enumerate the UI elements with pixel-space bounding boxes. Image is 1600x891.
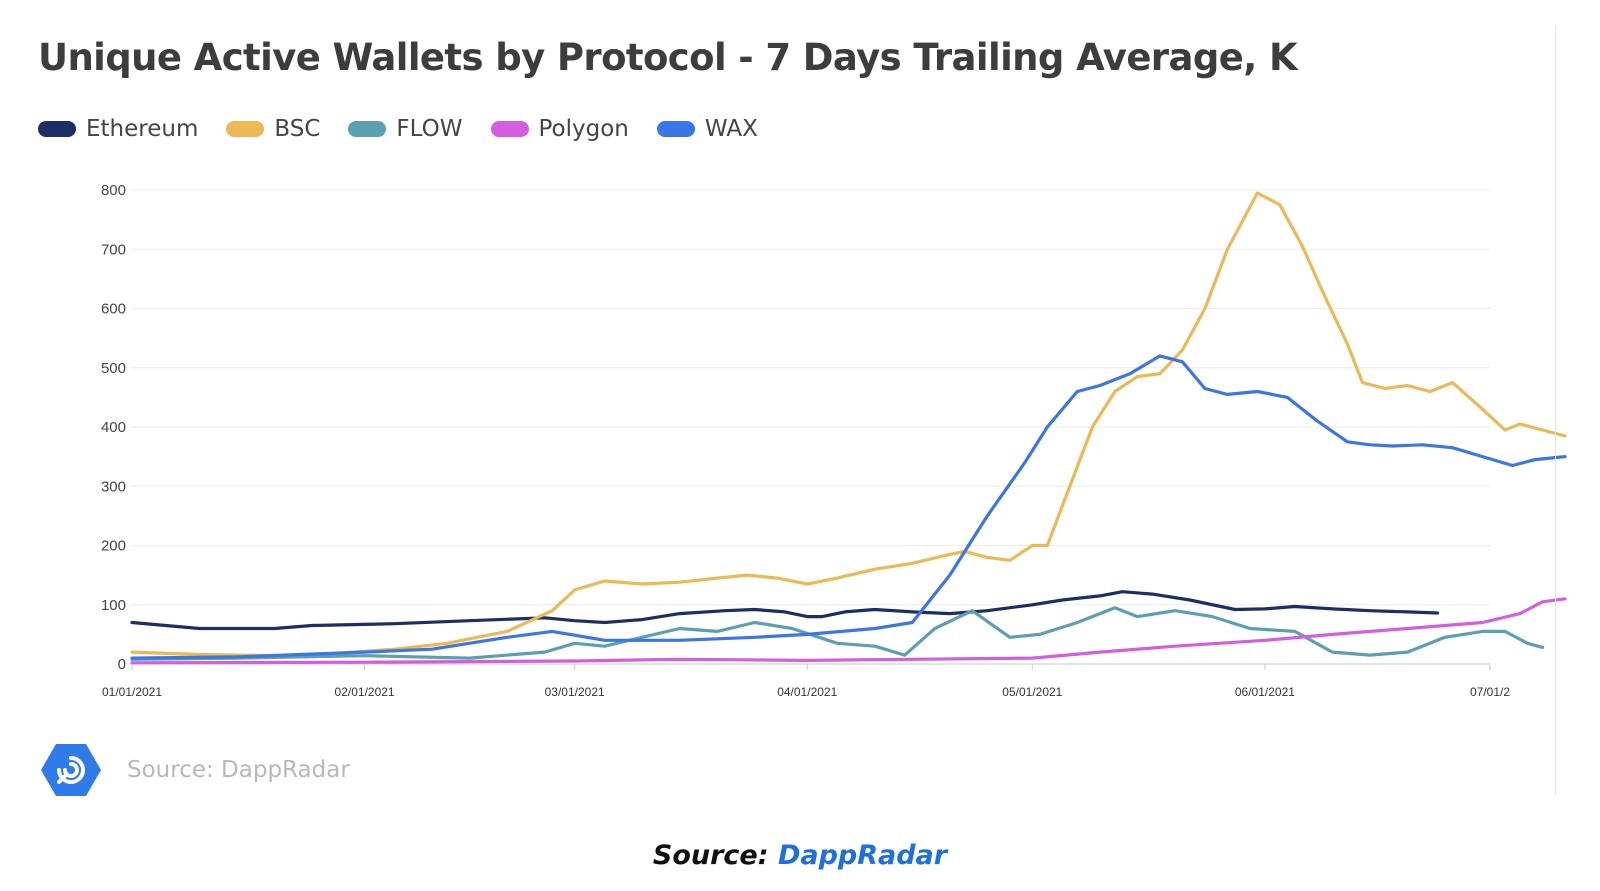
y-tick-label: 400 (101, 419, 126, 436)
caption-label: Source: (652, 840, 769, 871)
series-line-flow (130, 606, 1545, 661)
legend-item-polygon[interactable]: Polygon (490, 116, 629, 142)
legend-item-ethereum[interactable]: Ethereum (38, 116, 198, 142)
legend-item-flow[interactable]: FLOW (348, 116, 463, 142)
x-tick-label: 07/01/2 (1470, 685, 1510, 699)
x-tick-label: 02/01/2021 (335, 685, 395, 699)
y-tick-label: 100 (101, 597, 126, 614)
legend-item-bsc[interactable]: BSC (226, 116, 320, 142)
y-tick-label: 700 (101, 241, 126, 258)
legend-swatch (348, 121, 387, 137)
legend-label: Ethereum (86, 116, 199, 142)
chart-legend: Ethereum BSC FLOW Polygon WAX (38, 116, 786, 142)
series-line-wax (130, 354, 1567, 660)
x-tick-label: 03/01/2021 (545, 685, 605, 699)
y-tick-label: 600 (101, 301, 126, 318)
legend-swatch (490, 121, 529, 137)
x-tick-label: 05/01/2021 (1002, 685, 1062, 699)
x-tick-label: 04/01/2021 (777, 685, 837, 699)
legend-label: BSC (274, 116, 321, 142)
legend-swatch (656, 121, 695, 137)
legend-label: Polygon (538, 116, 629, 142)
y-tick-label: 800 (101, 182, 126, 199)
caption-source-link[interactable]: DappRadar (777, 840, 948, 871)
y-tick-label: 200 (101, 538, 126, 555)
legend-label: WAX (704, 116, 758, 142)
panel-divider (1555, 25, 1556, 795)
legend-swatch (226, 121, 265, 137)
x-tick-label: 06/01/2021 (1235, 685, 1295, 699)
x-tick-label: 01/01/2021 (102, 685, 162, 699)
chart-title: Unique Active Wallets by Protocol - 7 Da… (38, 36, 1298, 79)
y-tick-label: 0 (118, 656, 126, 673)
y-tick-label: 500 (101, 360, 126, 377)
series-line-ethereum (130, 590, 1440, 631)
y-tick-label: 300 (101, 478, 126, 495)
legend-label: FLOW (396, 116, 463, 142)
caption: Source: DappRadar (0, 840, 1600, 871)
source-note: Source: DappRadar (127, 757, 350, 783)
series-line-polygon (130, 597, 1567, 665)
legend-item-wax[interactable]: WAX (656, 116, 758, 142)
dappradar-logo-icon (41, 744, 101, 796)
legend-swatch (38, 121, 76, 137)
series-line-bsc (130, 191, 1567, 658)
